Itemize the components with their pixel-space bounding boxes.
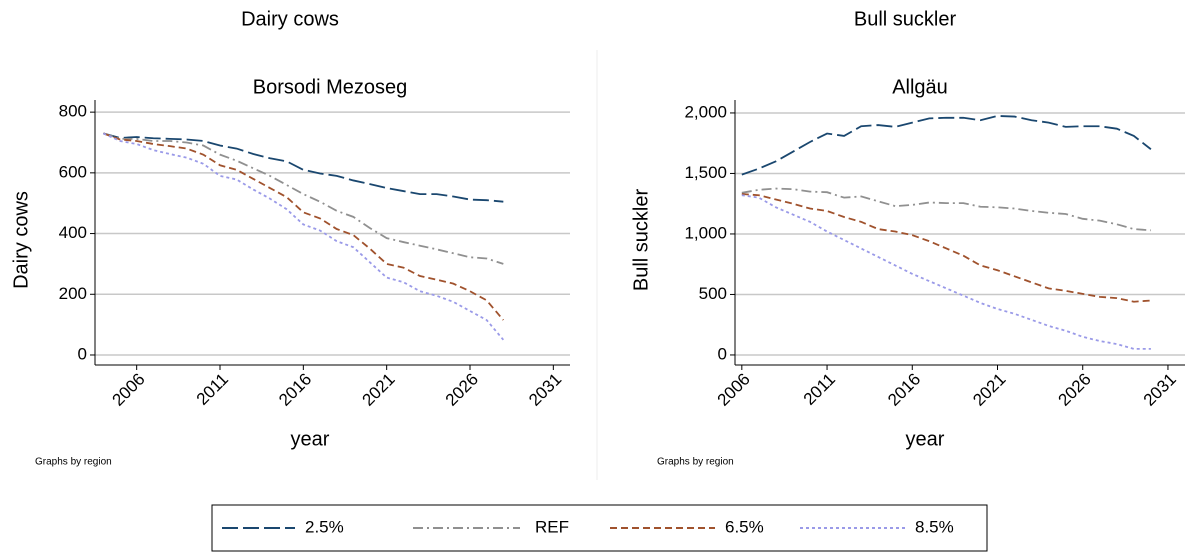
y-tick-label: 200 [59,284,87,303]
legend-label: 2.5% [305,517,344,536]
x-tick-label: 2006 [108,370,148,410]
y-tick-label: 500 [699,284,727,303]
series-line [103,132,504,203]
series-line [741,193,1151,303]
y-tick-label: 400 [59,223,87,242]
legend-box [211,504,988,552]
y-tick-label: 1,500 [684,163,727,182]
legend-label: 6.5% [725,517,764,536]
panel-subtitle: Borsodi Mezoseg [253,76,408,98]
y-tick-label: 600 [59,162,87,181]
x-tick-label: 2016 [884,370,924,410]
series-line [103,132,505,321]
y-tick-label: 800 [59,102,87,121]
y-tick-label: 1,000 [684,223,727,242]
x-axis-label: year [291,428,330,450]
x-tick-label: 2026 [442,370,482,410]
x-axis-label: year [906,428,945,450]
series-line [103,132,504,265]
x-tick-label: 2016 [275,370,315,410]
y-tick-label: 2,000 [684,102,727,121]
x-tick-label: 2031 [1140,370,1180,410]
y-axis-label: Dairy cows [10,191,32,289]
series-line [741,187,1151,232]
series-line [741,115,1152,176]
y-tick-label: 0 [78,344,87,363]
legend-label: 8.5% [915,517,954,536]
panel-subtitle: Allgäu [892,76,948,98]
x-tick-label: 2031 [525,370,565,410]
series-line [102,132,505,341]
y-tick-label: 0 [718,344,727,363]
y-axis-label: Bull suckler [630,189,652,292]
panel-title: Bull suckler [854,8,957,30]
x-tick-label: 2021 [969,370,1009,410]
x-tick-label: 2011 [800,370,839,409]
x-tick-label: 2006 [714,370,754,410]
x-tick-label: 2021 [358,370,398,410]
series-line [741,194,1151,350]
x-tick-label: 2011 [193,370,232,409]
note: Graphs by region [35,457,112,468]
x-tick-label: 2026 [1055,370,1095,410]
panel-title: Dairy cows [241,8,339,30]
note: Graphs by region [657,457,734,468]
legend-label: REF [535,517,569,536]
